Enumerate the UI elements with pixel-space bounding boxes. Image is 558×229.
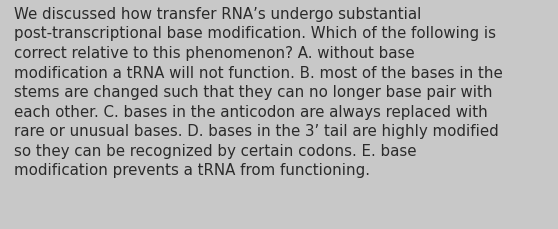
Text: We discussed how transfer RNA’s undergo substantial
post-transcriptional base mo: We discussed how transfer RNA’s undergo … [14, 7, 503, 178]
